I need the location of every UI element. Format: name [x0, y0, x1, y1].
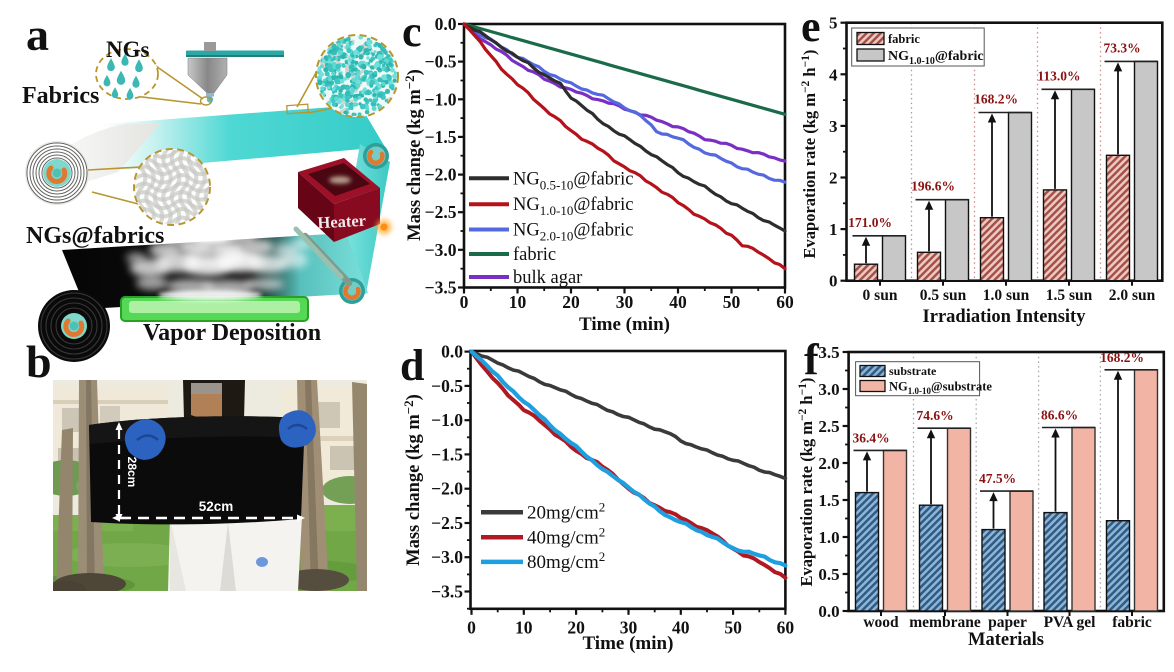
svg-text:a: a [26, 9, 49, 60]
svg-text:NG0.5-10@fabric: NG0.5-10@fabric [513, 169, 634, 192]
svg-text:47.5%: 47.5% [979, 471, 1016, 486]
svg-text:52cm: 52cm [199, 499, 234, 514]
svg-text:d: d [400, 341, 424, 390]
svg-text:1.0 sun: 1.0 sun [983, 287, 1030, 304]
svg-text:168.2%: 168.2% [1100, 350, 1144, 365]
svg-text:fabric: fabric [888, 32, 920, 46]
svg-text:c: c [402, 7, 422, 56]
svg-text:20: 20 [562, 292, 580, 312]
svg-text:b: b [26, 336, 52, 387]
svg-text:60: 60 [777, 617, 795, 637]
svg-text:10: 10 [509, 292, 527, 312]
svg-text:0.0: 0.0 [818, 602, 839, 621]
svg-text:Fabrics: Fabrics [22, 83, 99, 109]
svg-text:2.5: 2.5 [818, 417, 839, 436]
svg-text:2.0 sun: 2.0 sun [1109, 287, 1156, 304]
svg-text:196.6%: 196.6% [911, 179, 955, 194]
svg-text:50: 50 [723, 292, 741, 312]
svg-text:−1.0: −1.0 [431, 410, 463, 430]
svg-text:Evaporation rate (kg m−2 h−1): Evaporation rate (kg m−2 h−1) [797, 378, 816, 587]
svg-text:Materials: Materials [968, 630, 1044, 650]
svg-text:membrane: membrane [909, 614, 981, 631]
svg-text:−3.0: −3.0 [431, 547, 463, 567]
svg-text:substrate: substrate [889, 364, 937, 378]
svg-text:40: 40 [672, 617, 690, 637]
svg-text:Time (min): Time (min) [579, 314, 670, 335]
svg-text:1.5 sun: 1.5 sun [1046, 287, 1093, 304]
svg-text:3.0: 3.0 [818, 380, 839, 399]
svg-text:Vapor Deposition: Vapor Deposition [143, 320, 321, 346]
svg-text:Mass change (kg m−2): Mass change (kg m−2) [402, 69, 425, 241]
svg-text:−2.5: −2.5 [425, 202, 457, 222]
svg-text:bulk agar: bulk agar [513, 268, 582, 288]
svg-text:NG2.0-10@fabric: NG2.0-10@fabric [513, 221, 634, 244]
svg-text:f: f [804, 335, 820, 384]
svg-text:−1.5: −1.5 [425, 127, 457, 147]
svg-text:−0.5: −0.5 [431, 376, 463, 396]
svg-text:168.2%: 168.2% [974, 92, 1018, 107]
svg-text:1.0: 1.0 [818, 528, 839, 547]
svg-text:NGs@fabrics: NGs@fabrics [26, 223, 164, 249]
svg-text:PVA gel: PVA gel [1044, 614, 1097, 631]
svg-text:0: 0 [467, 617, 476, 637]
svg-text:20: 20 [567, 617, 585, 637]
svg-text:−3.5: −3.5 [425, 278, 457, 298]
svg-text:5: 5 [829, 14, 838, 33]
svg-text:3.5: 3.5 [818, 343, 839, 362]
svg-text:Irradiation Intensity: Irradiation Intensity [923, 307, 1087, 327]
svg-text:−2.0: −2.0 [425, 165, 457, 185]
svg-text:86.6%: 86.6% [1041, 408, 1078, 423]
svg-text:30: 30 [616, 292, 634, 312]
svg-text:113.0%: 113.0% [1037, 68, 1080, 83]
svg-text:0.5 sun: 0.5 sun [920, 287, 967, 304]
svg-text:−3.5: −3.5 [431, 582, 463, 602]
svg-text:fabric: fabric [1112, 614, 1152, 631]
svg-text:36.4%: 36.4% [852, 430, 889, 445]
svg-text:−1.5: −1.5 [431, 444, 463, 464]
svg-text:0 sun: 0 sun [863, 287, 898, 304]
svg-text:2.0: 2.0 [818, 454, 839, 473]
svg-text:e: e [801, 2, 821, 51]
svg-text:50: 50 [724, 617, 742, 637]
svg-text:NG1.0-10@fabric: NG1.0-10@fabric [513, 195, 634, 218]
svg-text:fabric: fabric [513, 245, 556, 265]
svg-text:10: 10 [515, 617, 533, 637]
svg-text:28cm: 28cm [125, 457, 139, 488]
svg-text:1.5: 1.5 [818, 491, 839, 510]
svg-text:60: 60 [776, 292, 794, 312]
svg-text:−2.5: −2.5 [431, 513, 463, 533]
svg-text:40mg/cm2: 40mg/cm2 [527, 524, 605, 548]
svg-text:Evaporation rate (kg m−2 h−1): Evaporation rate (kg m−2 h−1) [800, 50, 819, 259]
svg-text:−1.0: −1.0 [425, 89, 457, 109]
svg-text:−0.5: −0.5 [425, 52, 457, 72]
svg-text:2: 2 [829, 169, 838, 188]
svg-text:30: 30 [620, 617, 638, 637]
svg-text:0: 0 [460, 292, 469, 312]
svg-text:0: 0 [829, 272, 838, 291]
svg-text:80mg/cm2: 80mg/cm2 [527, 549, 605, 573]
svg-text:40: 40 [669, 292, 687, 312]
svg-text:0.0: 0.0 [441, 342, 463, 362]
svg-text:0.5: 0.5 [818, 565, 839, 584]
svg-text:NGs: NGs [106, 37, 150, 62]
svg-text:Heater: Heater [317, 211, 366, 233]
svg-text:1: 1 [829, 220, 838, 239]
svg-text:wood: wood [863, 614, 899, 631]
svg-text:171.0%: 171.0% [848, 215, 892, 230]
svg-text:−3.0: −3.0 [425, 240, 457, 260]
svg-text:Time (min): Time (min) [582, 633, 673, 654]
svg-text:paper: paper [988, 614, 1027, 631]
svg-text:3: 3 [829, 117, 838, 136]
svg-text:Mass change (kg m−2): Mass change (kg m−2) [401, 394, 424, 566]
svg-text:74.6%: 74.6% [916, 408, 953, 423]
svg-text:4: 4 [829, 65, 838, 84]
svg-text:0.0: 0.0 [435, 14, 457, 34]
svg-text:−2.0: −2.0 [431, 479, 463, 499]
svg-text:73.3%: 73.3% [1103, 40, 1140, 55]
svg-text:20mg/cm2: 20mg/cm2 [527, 499, 605, 523]
